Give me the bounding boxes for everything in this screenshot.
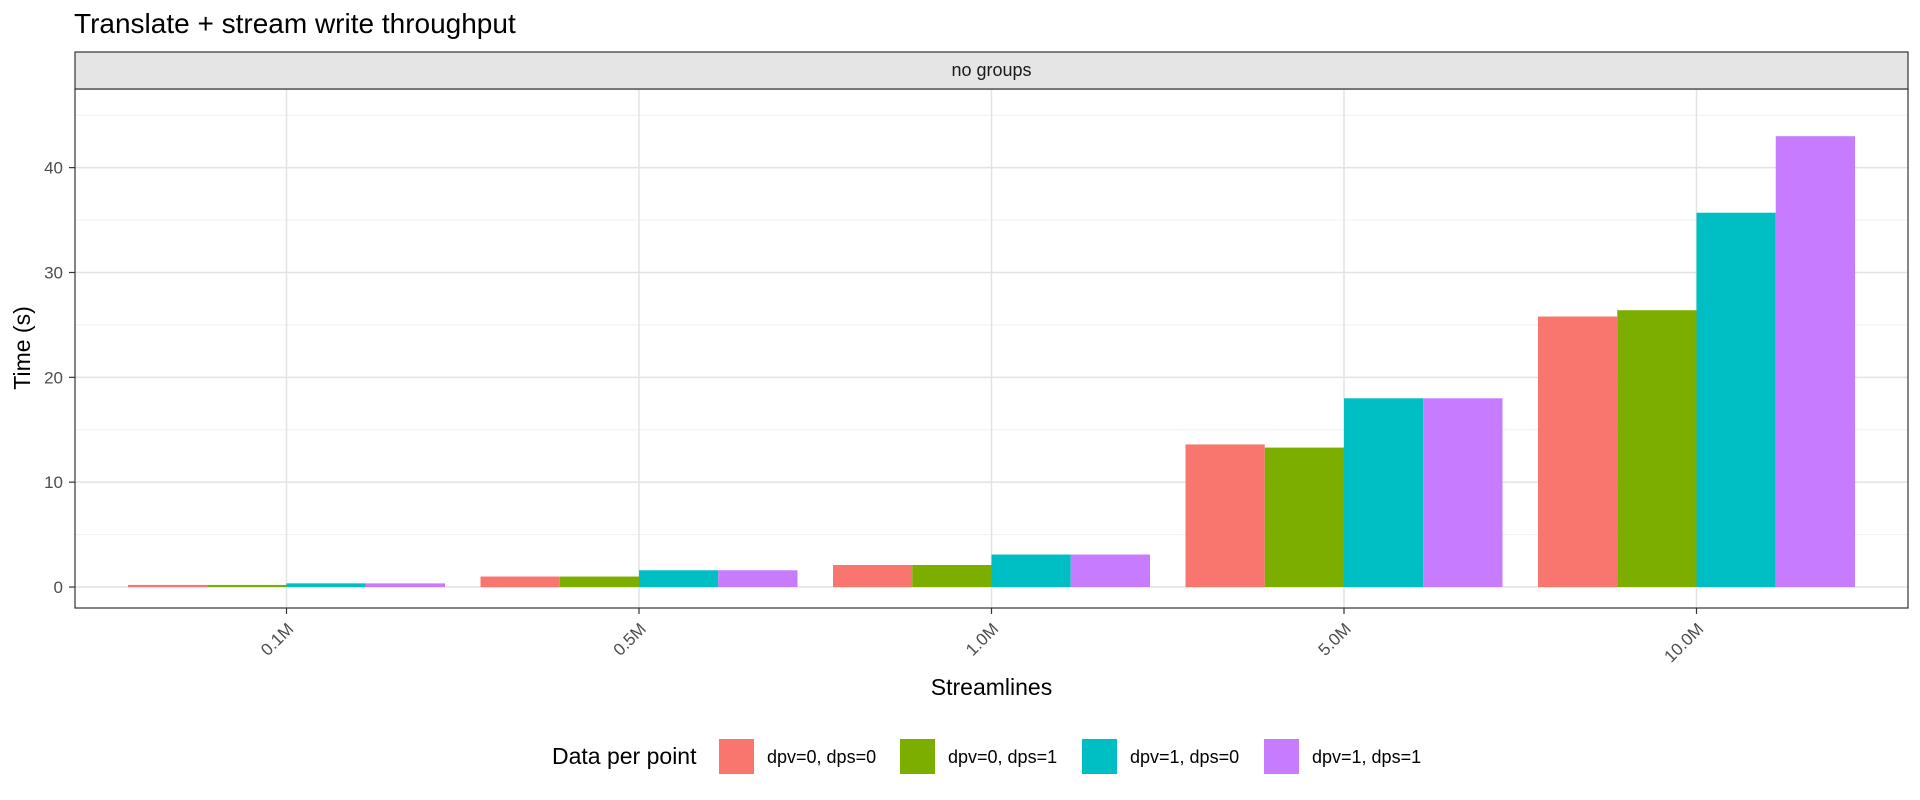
legend-swatch bbox=[900, 739, 935, 774]
legend-item: dpv=0, dps=1 bbox=[900, 739, 1057, 774]
bar bbox=[1617, 310, 1697, 588]
legend-item: dpv=1, dps=0 bbox=[1082, 739, 1239, 774]
bar bbox=[128, 584, 208, 588]
bar bbox=[365, 583, 445, 588]
legend: dpv=0, dps=0 dpv=0, dps=1 dpv=1, dps=0 dpv=… bbox=[719, 739, 1421, 774]
legend-item: dpv=0, dps=0 bbox=[719, 739, 876, 774]
bar bbox=[1344, 398, 1424, 588]
bar bbox=[1423, 398, 1503, 588]
bar bbox=[1538, 316, 1618, 588]
bar bbox=[1696, 212, 1776, 588]
x-axis-ticks: 0.1M 0.5M 1.0M 5.0M 10.0M bbox=[257, 608, 1707, 666]
bar bbox=[1775, 136, 1855, 588]
y-tick-label: 0 bbox=[54, 578, 63, 597]
legend-item: dpv=1, dps=1 bbox=[1264, 739, 1421, 774]
y-axis-title: Time (s) bbox=[9, 306, 35, 389]
bar bbox=[480, 576, 560, 588]
y-tick-label: 30 bbox=[44, 263, 63, 282]
y-tick-label: 40 bbox=[44, 159, 63, 178]
bar bbox=[639, 570, 719, 588]
bar-layer bbox=[128, 136, 1855, 588]
x-axis-title: Streamlines bbox=[931, 674, 1052, 700]
legend-label: dpv=0, dps=0 bbox=[767, 747, 876, 767]
bar bbox=[833, 565, 913, 588]
legend-swatch bbox=[719, 739, 754, 774]
bar bbox=[1185, 444, 1265, 588]
chart-title: Translate + stream write throughput bbox=[74, 8, 516, 39]
legend-label: dpv=1, dps=1 bbox=[1312, 747, 1421, 767]
facet-strip-label: no groups bbox=[951, 60, 1031, 80]
legend-label: dpv=0, dps=1 bbox=[948, 747, 1057, 767]
legend-swatch bbox=[1264, 739, 1299, 774]
y-tick-label: 10 bbox=[44, 473, 63, 492]
legend-label: dpv=1, dps=0 bbox=[1130, 747, 1239, 767]
x-tick-label: 10.0M bbox=[1660, 619, 1707, 666]
bar bbox=[991, 554, 1071, 588]
bar bbox=[286, 583, 366, 588]
bar bbox=[912, 565, 992, 588]
bar bbox=[718, 570, 798, 588]
x-tick-label: 1.0M bbox=[962, 619, 1002, 659]
y-tick-label: 20 bbox=[44, 368, 63, 387]
bar bbox=[559, 576, 639, 588]
x-tick-label: 0.5M bbox=[610, 619, 650, 659]
x-tick-label: 5.0M bbox=[1315, 619, 1355, 659]
y-axis-ticks: 0 10 20 30 40 bbox=[44, 159, 75, 597]
bar bbox=[1264, 447, 1344, 588]
bar bbox=[1070, 554, 1150, 588]
legend-title: Data per point bbox=[552, 743, 697, 769]
legend-swatch bbox=[1082, 739, 1117, 774]
facet-strip bbox=[74, 51, 1909, 90]
bar bbox=[207, 584, 287, 588]
x-tick-label: 0.1M bbox=[257, 619, 297, 659]
